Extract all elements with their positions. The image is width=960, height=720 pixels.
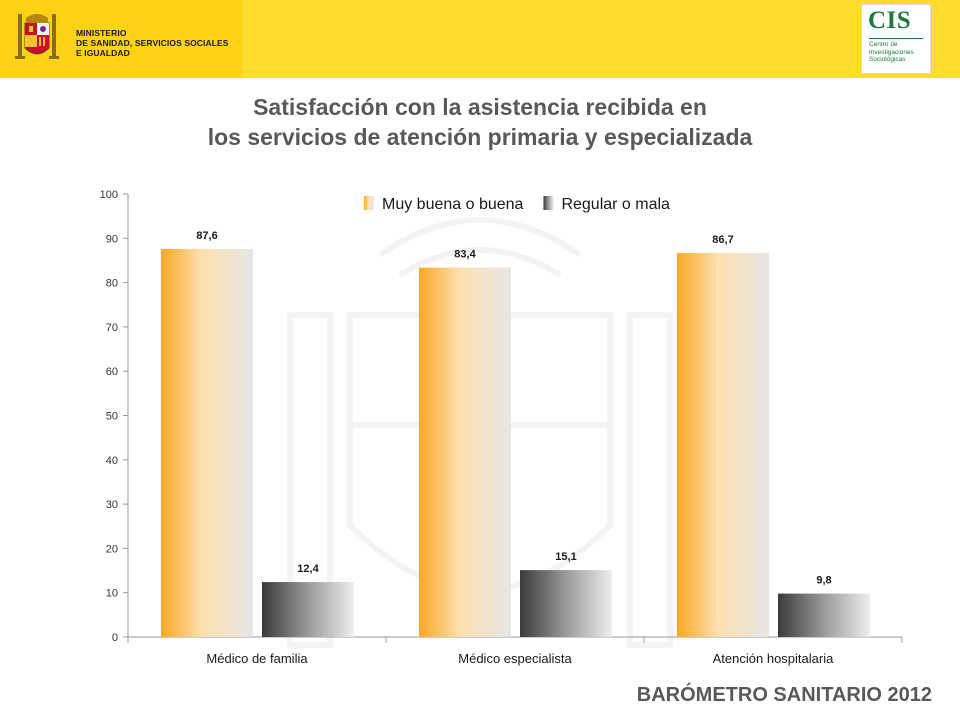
x-tick-label: Médico especialista bbox=[458, 651, 572, 666]
data-label: 15,1 bbox=[555, 551, 576, 563]
y-tick-label: 20 bbox=[106, 543, 118, 555]
y-tick-label: 50 bbox=[106, 411, 118, 423]
cis-logo-text: CIS bbox=[868, 7, 912, 34]
cis-name-line: Centro de bbox=[869, 41, 898, 48]
header-bar: MINISTERIO DE SANIDAD, SERVICIOS SOCIALE… bbox=[0, 0, 960, 78]
x-tick-label: Médico de familia bbox=[206, 651, 308, 666]
cis-name-line: Investigaciones bbox=[869, 48, 914, 56]
cis-name: Centro de Investigaciones Sociológicas bbox=[869, 41, 914, 64]
footer-label: BARÓMETRO SANITARIO 2012 bbox=[636, 684, 932, 706]
y-tick-label: 100 bbox=[100, 189, 118, 201]
y-tick-label: 10 bbox=[106, 588, 118, 600]
cis-name-line: Sociológicas bbox=[869, 56, 906, 63]
legend-label: Regular o mala bbox=[561, 196, 670, 213]
ministry-line: E IGUALDAD bbox=[76, 48, 130, 58]
data-label: 12,4 bbox=[297, 563, 319, 575]
y-tick-label: 90 bbox=[106, 233, 118, 245]
legend-swatch bbox=[543, 196, 554, 210]
ministry-block: MINISTERIO DE SANIDAD, SERVICIOS SOCIALE… bbox=[0, 0, 242, 78]
data-label: 87,6 bbox=[196, 230, 217, 242]
bar bbox=[161, 248, 253, 637]
cis-logo: CIS Centro de Investigaciones Sociológic… bbox=[861, 4, 931, 74]
data-label: 9,8 bbox=[816, 575, 831, 587]
title-line: los servicios de atención primaria y esp… bbox=[207, 124, 753, 150]
y-tick-label: 70 bbox=[106, 322, 118, 334]
spain-coat-of-arms-icon bbox=[15, 14, 59, 59]
bar bbox=[778, 593, 870, 637]
legend-label: Muy buena o buena bbox=[382, 196, 524, 213]
y-tick-label: 60 bbox=[106, 366, 118, 378]
cis-logo-rule bbox=[869, 38, 923, 39]
x-tick-label: Atención hospitalaria bbox=[713, 651, 834, 666]
header-bar-right bbox=[242, 0, 960, 78]
y-tick-label: 30 bbox=[106, 499, 118, 511]
ministry-line: MINISTERIO bbox=[76, 28, 127, 38]
data-label: 83,4 bbox=[454, 249, 476, 261]
legend-swatch bbox=[364, 196, 374, 210]
y-tick-label: 80 bbox=[106, 278, 118, 290]
y-tick-label: 0 bbox=[112, 632, 118, 644]
ministry-name: MINISTERIO DE SANIDAD, SERVICIOS SOCIALE… bbox=[76, 28, 229, 58]
ministry-line: DE SANIDAD, SERVICIOS SOCIALES bbox=[76, 38, 229, 48]
bar bbox=[520, 570, 612, 637]
bar bbox=[419, 267, 511, 637]
bar bbox=[262, 582, 354, 637]
bar bbox=[677, 252, 769, 637]
title-line: Satisfacción con la asistencia recibida … bbox=[253, 94, 707, 120]
data-label: 86,7 bbox=[712, 234, 733, 246]
page-title: Satisfacción con la asistencia recibida … bbox=[0, 92, 960, 152]
y-tick-label: 40 bbox=[106, 455, 118, 467]
